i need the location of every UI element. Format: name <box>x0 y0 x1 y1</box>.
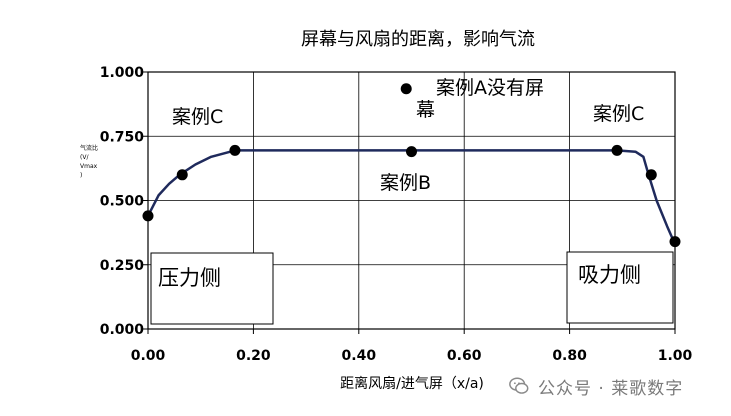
y-axis-label-line: ) <box>80 172 82 179</box>
x-axis-label: 距离风扇/进气屏（x/a) <box>340 375 484 392</box>
annotations: 案例C 案例A没有屏 幕 案例C 案例B <box>172 77 644 194</box>
y-axis-label-line: (V/ <box>80 154 89 161</box>
pressure-side-label: 压力侧 <box>158 266 221 290</box>
data-point <box>669 236 681 248</box>
annotation-case-c-right: 案例C <box>593 103 644 125</box>
data-point-case-a <box>400 83 412 95</box>
x-ticks: 0.00 0.20 0.40 0.60 0.80 1.00 <box>131 329 693 364</box>
watermark: 公众号 · 莱歌数字 <box>508 372 683 400</box>
suction-side-label: 吸力侧 <box>578 263 641 287</box>
annotation-case-b: 案例B <box>380 172 431 194</box>
data-point <box>229 144 241 156</box>
pressure-side-frame <box>150 252 274 325</box>
data-points <box>142 83 681 248</box>
x-tick-label: 0.80 <box>552 348 587 364</box>
x-tick-label: 0.60 <box>447 348 482 364</box>
y-tick-label: 0.750 <box>100 129 145 145</box>
y-axis-label-line: 气流比 <box>80 144 98 152</box>
data-point <box>406 146 417 158</box>
x-tick-label: 0.40 <box>342 348 377 364</box>
y-tick-label: 1.000 <box>100 65 145 81</box>
y-axis-label-line: Vmax <box>80 163 98 170</box>
x-tick-label: 0.20 <box>236 348 271 364</box>
annotation-case-c-left: 案例C <box>172 106 223 128</box>
y-tick-label: 0.250 <box>100 258 145 274</box>
wechat-icon <box>509 377 529 394</box>
watermark-text: 公众号 · 莱歌数字 <box>538 378 684 399</box>
x-tick-label: 1.00 <box>658 348 693 364</box>
annotation-case-a-cont: 幕 <box>416 99 435 121</box>
data-point <box>611 144 623 156</box>
y-tick-label: 0.500 <box>100 194 145 210</box>
y-tick-label: 0.000 <box>100 322 145 338</box>
annotation-case-a: 案例A没有屏 <box>436 77 544 99</box>
data-point <box>142 210 154 222</box>
data-point <box>176 169 188 181</box>
suction-side-frame <box>566 251 674 324</box>
y-ticks: 0.000 0.250 0.500 0.750 1.000 <box>100 65 148 338</box>
chart-title: 屏幕与风扇的距离，影响气流 <box>301 29 535 50</box>
series-line <box>146 149 677 246</box>
x-tick-label: 0.00 <box>131 348 166 364</box>
data-point <box>645 169 657 181</box>
y-axis-label: 气流比 (V/ Vmax ) <box>80 144 98 179</box>
pressure-side-box: 压力侧 <box>150 252 274 325</box>
suction-side-box: 吸力侧 <box>566 251 674 324</box>
